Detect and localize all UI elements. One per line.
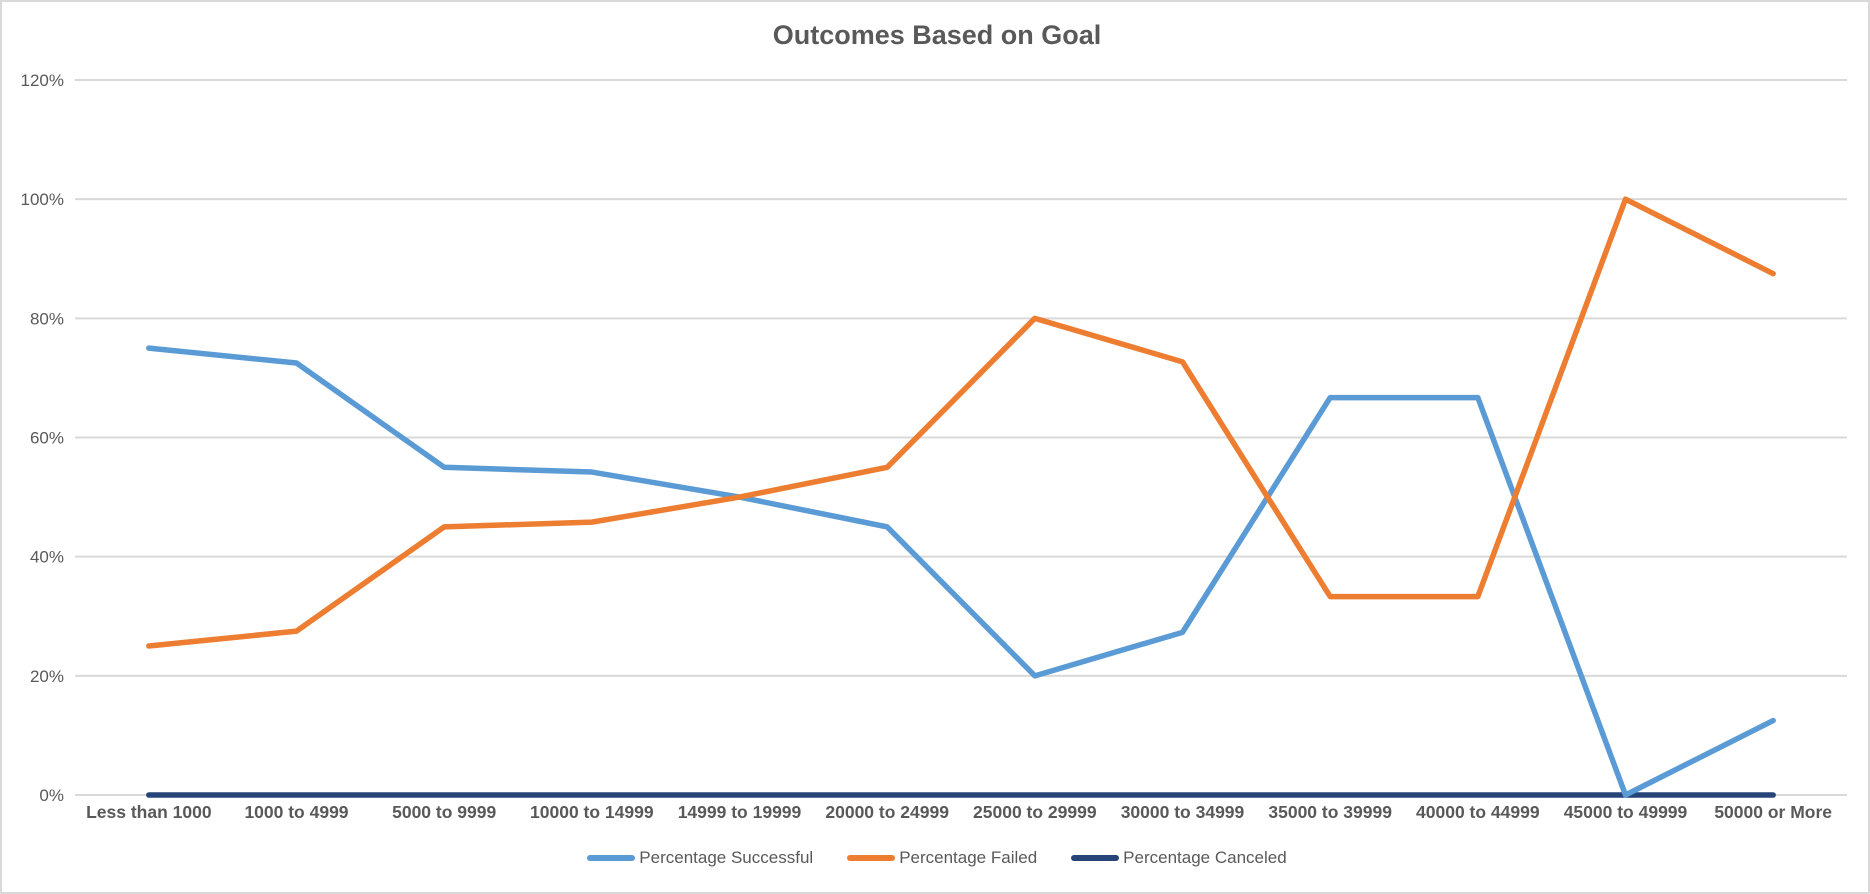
y-axis-tick-label: 100% <box>21 190 64 209</box>
chart-legend: Percentage Successful Percentage Failed Pe… <box>2 848 1868 868</box>
x-axis-category-label: Less than 1000 <box>86 802 212 822</box>
x-axis-category-label: 20000 to 24999 <box>825 802 949 822</box>
y-axis-tick-label: 120% <box>21 71 64 90</box>
legend-line-swatch <box>847 855 896 861</box>
x-axis-category-label: 50000 or More <box>1714 802 1832 822</box>
y-axis-tick-label: 0% <box>39 786 64 805</box>
y-axis-tick-label: 80% <box>30 309 64 328</box>
y-axis-tick-label: 20% <box>30 667 64 686</box>
x-axis-category-label: 1000 to 4999 <box>244 802 348 822</box>
chart-title: Outcomes Based on Goal <box>772 20 1102 50</box>
x-axis-category-label: 25000 to 29999 <box>973 802 1097 822</box>
x-axis-category-label: 5000 to 9999 <box>392 802 496 822</box>
x-axis-category-label: 30000 to 34999 <box>1121 802 1245 822</box>
legend-label: Percentage Successful <box>639 848 814 867</box>
legend-line-swatch <box>587 855 636 861</box>
legend-label: Percentage Canceled <box>1123 848 1287 867</box>
x-axis-category-label: 45000 to 49999 <box>1564 802 1688 822</box>
x-axis-category-label: 40000 to 44999 <box>1416 802 1540 822</box>
x-axis-category-label: 10000 to 14999 <box>530 802 654 822</box>
legend-item-percentage-failed: Percentage Failed <box>847 848 1037 868</box>
y-axis-tick-label: 60% <box>30 429 64 448</box>
y-axis-tick-label: 40% <box>30 548 64 567</box>
legend-label: Percentage Failed <box>899 848 1038 867</box>
legend-line-swatch <box>1071 855 1120 861</box>
x-axis-category-label: 14999 to 19999 <box>678 802 802 822</box>
series-line-percentage-failed <box>146 196 1776 649</box>
x-axis-category-label: 35000 to 39999 <box>1268 802 1392 822</box>
legend-item-percentage-successful: Percentage Successful <box>587 848 813 868</box>
series-line-percentage-successful <box>146 345 1776 798</box>
legend-item-percentage-canceled: Percentage Canceled <box>1071 848 1287 868</box>
